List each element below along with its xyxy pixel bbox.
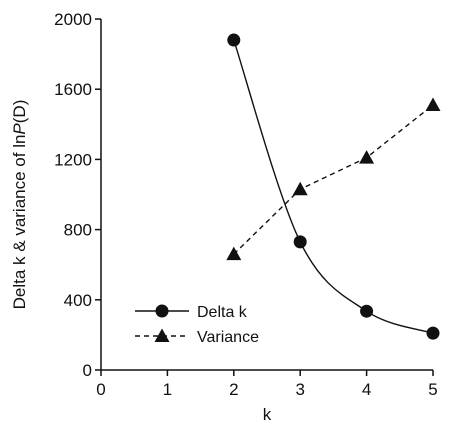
x-axis-label: k <box>263 405 272 424</box>
y-axis-label-italic: P <box>10 123 29 135</box>
data-point <box>425 97 441 111</box>
y-axis-label: Delta k & variance of lnP(D) <box>10 100 29 310</box>
series-line <box>233 104 434 255</box>
legend-marker <box>155 304 169 318</box>
series-delta-k <box>227 33 440 340</box>
data-point <box>426 326 440 340</box>
data-point <box>226 246 242 261</box>
series-variance <box>226 97 441 261</box>
y-axis-label-prefix: Delta k & variance of ln <box>10 135 29 310</box>
y-tick-label: 1200 <box>54 150 92 169</box>
legend-item: Delta k <box>135 304 248 321</box>
data-point <box>359 150 375 164</box>
x-tick-label: 4 <box>362 380 371 399</box>
data-point <box>293 235 307 249</box>
y-tick-label: 800 <box>64 221 92 240</box>
x-tick-label: 2 <box>229 380 238 399</box>
x-tick-label: 3 <box>295 380 304 399</box>
y-tick-label: 1600 <box>54 80 92 99</box>
chart-axes: 0 400 800 1200 1600 2000 0 1 2 3 4 5 <box>54 10 438 399</box>
x-tick-label: 5 <box>428 380 437 399</box>
legend-item: Variance <box>135 328 259 346</box>
chart-series <box>226 33 441 340</box>
data-point <box>227 33 241 47</box>
legend-label: Delta k <box>197 304 248 321</box>
series-line <box>233 39 434 334</box>
y-axis-label-suffix: (D) <box>10 100 29 124</box>
y-tick-label: 0 <box>83 361 92 380</box>
legend-marker <box>154 328 170 342</box>
data-point <box>360 304 374 318</box>
x-tick-label: 1 <box>163 380 172 399</box>
y-tick-label: 2000 <box>54 10 92 29</box>
x-tick-label: 0 <box>96 380 105 399</box>
chart-legend: Delta k Variance <box>135 304 259 346</box>
legend-label: Variance <box>197 329 259 346</box>
y-tick-label: 400 <box>64 291 92 310</box>
data-point <box>292 181 308 196</box>
